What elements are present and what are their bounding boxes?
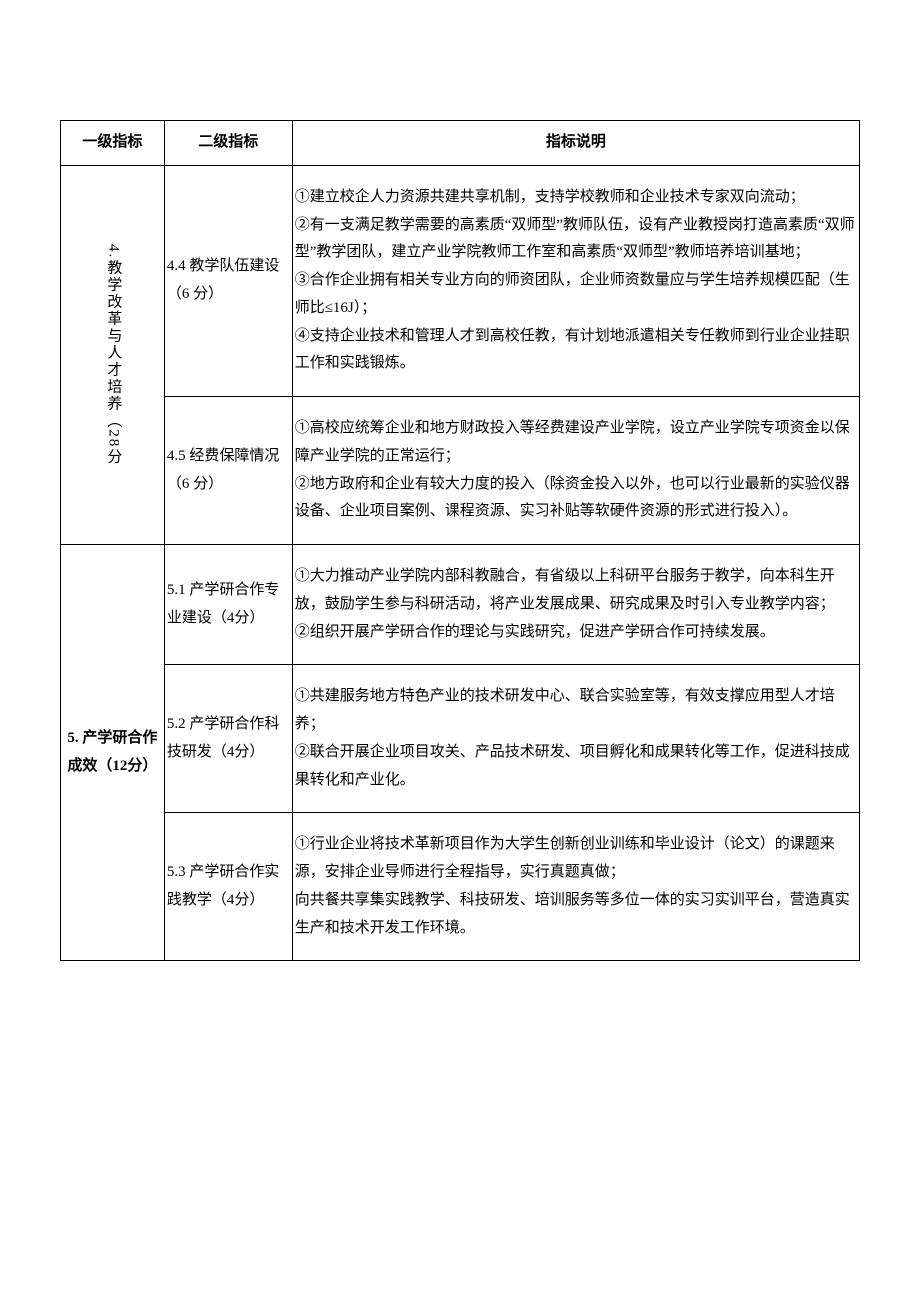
header-col1: 一级指标 — [61, 121, 165, 166]
table-row: 4.5 经费保障情况（6 分） ①高校应统筹企业和地方财政投入等经费建设产业学院… — [61, 397, 860, 545]
level1-section5: 5. 产学研合作成效（12分） — [61, 545, 165, 961]
indicator-table: 一级指标 二级指标 指标说明 4.教学改革与人才培养（28分 4.4 教学队伍建… — [60, 120, 860, 961]
table-row: 5. 产学研合作成效（12分） 5.1 产学研合作专业建设（4分） ①大力推动产… — [61, 545, 860, 665]
level1-section4: 4.教学改革与人才培养（28分 — [61, 165, 165, 544]
level2-4-5: 4.5 经费保障情况（6 分） — [164, 397, 292, 545]
header-col3: 指标说明 — [292, 121, 859, 166]
level2-5-1: 5.1 产学研合作专业建设（4分） — [164, 545, 292, 665]
desc-4-4: ①建立校企人力资源共建共享机制，支持学校教师和企业技术专家双向流动； ②有一支满… — [292, 165, 859, 396]
table-row: 5.2 产学研合作科技研发（4分） ①共建服务地方特色产业的技术研发中心、联合实… — [61, 665, 860, 813]
level2-5-3: 5.3 产学研合作实践教学（4分） — [164, 813, 292, 961]
table-row: 5.3 产学研合作实践教学（4分） ①行业企业将技术革新项目作为大学生创新创业训… — [61, 813, 860, 961]
desc-5-3: ①行业企业将技术革新项目作为大学生创新创业训练和毕业设计（论文）的课题来源，安排… — [292, 813, 859, 961]
header-col2: 二级指标 — [164, 121, 292, 166]
desc-5-1: ①大力推动产业学院内部科教融合，有省级以上科研平台服务于教学，向本科生开放，鼓励… — [292, 545, 859, 665]
desc-4-5: ①高校应统筹企业和地方财政投入等经费建设产业学院，设立产业学院专项资金以保障产业… — [292, 397, 859, 545]
table-row: 4.教学改革与人才培养（28分 4.4 教学队伍建设（6 分） ①建立校企人力资… — [61, 165, 860, 396]
table-header-row: 一级指标 二级指标 指标说明 — [61, 121, 860, 166]
level2-4-4: 4.4 教学队伍建设（6 分） — [164, 165, 292, 396]
desc-5-2: ①共建服务地方特色产业的技术研发中心、联合实验室等，有效支撑应用型人才培养； ②… — [292, 665, 859, 813]
level2-5-2: 5.2 产学研合作科技研发（4分） — [164, 665, 292, 813]
page-container: 一级指标 二级指标 指标说明 4.教学改革与人才培养（28分 4.4 教学队伍建… — [60, 120, 860, 961]
